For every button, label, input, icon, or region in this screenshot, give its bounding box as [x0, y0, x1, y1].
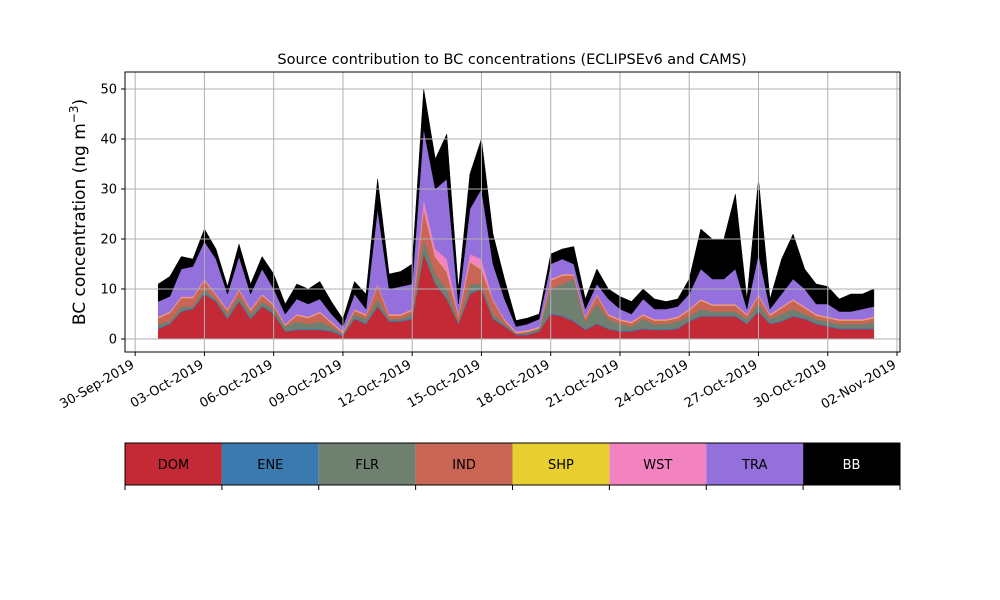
legend-label-dom: DOM [158, 458, 189, 473]
y-tick-label: 0 [109, 333, 117, 348]
x-tick-label: 27-Oct-2019 [682, 357, 760, 411]
x-tick-label: 24-Oct-2019 [613, 357, 691, 411]
x-tick-label: 12-Oct-2019 [336, 357, 414, 411]
grid [125, 72, 900, 352]
y-tick-label: 30 [100, 183, 117, 198]
legend-label-ind: IND [452, 458, 476, 473]
x-tick-label: 21-Oct-2019 [544, 357, 622, 411]
legend-swatch-ene [221, 443, 319, 485]
stacked-areas [157, 88, 875, 340]
legend-swatch-tra [706, 443, 804, 485]
x-tick-label: 06-Oct-2019 [197, 357, 275, 411]
legend-label-shp: SHP [548, 458, 574, 473]
x-tick-label: 30-Sep-2019 [57, 357, 137, 412]
x-tick-label: 09-Oct-2019 [267, 357, 345, 411]
legend-label-flr: FLR [355, 458, 379, 473]
y-tick-label: 10 [100, 283, 117, 298]
legend-swatch-flr [318, 443, 416, 485]
x-tick-label: 15-Oct-2019 [405, 357, 483, 411]
legend-swatch-shp [512, 443, 610, 485]
chart-title: Source contribution to BC concentrations… [277, 52, 746, 68]
legend-label-tra: TRA [741, 458, 767, 473]
y-axis-label-exponent: −3 [67, 105, 81, 123]
y-axis-label-close: ) [70, 99, 90, 106]
legend-colorbar: DOM ENE FLR IND SHP WST TRA BB [124, 442, 901, 490]
legend-swatch-wst [609, 443, 707, 485]
x-tick-label: 18-Oct-2019 [474, 357, 552, 411]
y-axis-label: BC concentration (ng m−3) [67, 99, 90, 325]
legend-swatch-dom [125, 443, 222, 485]
legend-swatch-bb [803, 443, 900, 485]
x-tick-label: 02-Nov-2019 [819, 357, 899, 412]
legend-label-wst: WST [643, 458, 672, 473]
legend-label-ene: ENE [257, 458, 283, 473]
y-tick-label: 20 [100, 233, 117, 248]
y-tick-label: 40 [100, 133, 117, 148]
legend-label-bb: BB [843, 458, 861, 473]
plot-frame [124, 71, 901, 353]
legend-swatch-ind [415, 443, 513, 485]
x-tick-label: 30-Oct-2019 [751, 357, 829, 411]
y-axis-label-text: BC concentration (ng m [70, 123, 90, 325]
y-tick-label: 50 [100, 83, 117, 98]
x-tick-label: 03-Oct-2019 [128, 357, 206, 411]
